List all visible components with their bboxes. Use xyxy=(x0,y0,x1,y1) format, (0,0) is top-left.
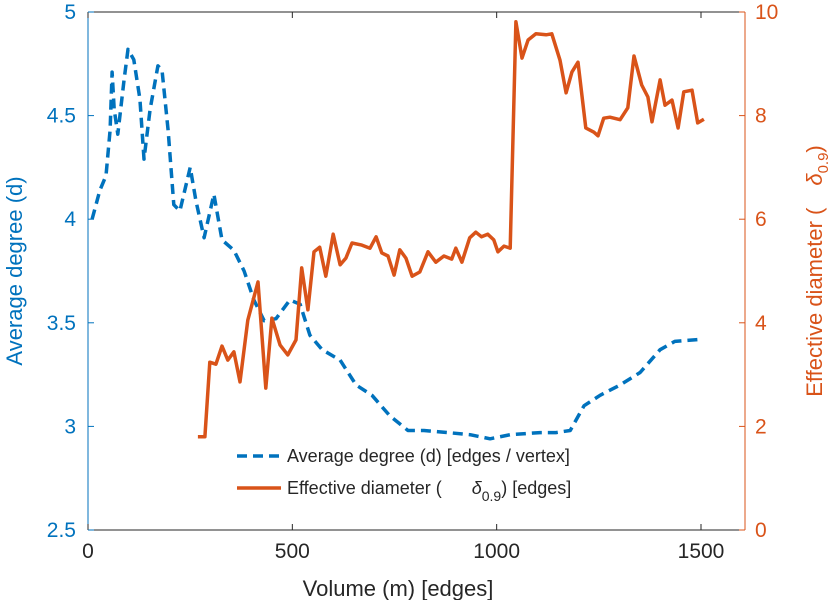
y-label-right-sub: 0.9 xyxy=(815,153,832,174)
y-label-right-suffix: ) xyxy=(802,145,827,152)
legend-eff-suffix: ) [edges] xyxy=(501,478,571,498)
legend-eff-symbol: δ xyxy=(472,478,483,498)
x-tick-label: 1000 xyxy=(473,540,520,563)
legend-label-eff-diameter: Effective diameter ( δ0.9) [edges] xyxy=(287,478,571,504)
y-axis-label-right: Effective diameter ( δ0.9) xyxy=(802,145,832,397)
y-tick-label-right: 10 xyxy=(755,1,778,24)
y-tick-label-right: 6 xyxy=(755,208,767,231)
y-tick-label-left: 5 xyxy=(64,1,76,24)
x-tick-label: 500 xyxy=(275,540,310,563)
x-tick-label: 0 xyxy=(82,540,94,563)
y-tick-label-left: 2.5 xyxy=(47,519,76,542)
series-line-avg-degree xyxy=(90,47,700,441)
plot-frame xyxy=(87,11,746,531)
y-tick-label-left: 3 xyxy=(64,415,76,438)
y-tick-label-right: 4 xyxy=(755,312,767,335)
legend-label-avg-degree: Average degree (d) [edges / vertex] xyxy=(287,446,570,466)
ticks-layer: 0 500 1000 1500 2.5 3 3.5 4 4.5 5 0 2 4 6 8 10 xyxy=(47,1,779,563)
y-tick-label-right: 0 xyxy=(755,519,767,542)
series-line-eff-diameter xyxy=(197,20,705,439)
y-label-right-symbol: δ xyxy=(802,173,827,186)
x-axis-label: Volume (m) [edges] xyxy=(303,576,494,600)
y-tick-label-left: 3.5 xyxy=(47,312,76,335)
y-label-right-prefix: Effective diameter ( xyxy=(802,207,827,397)
y-tick-label-left: 4 xyxy=(64,208,76,231)
y-tick-label-left: 4.5 xyxy=(47,105,76,128)
legend-eff-sub: 0.9 xyxy=(482,488,502,504)
legend-eff-prefix: Effective diameter ( xyxy=(287,478,442,498)
y-tick-label-right: 2 xyxy=(755,415,767,438)
series-layer xyxy=(90,20,705,441)
x-tick-label: 1500 xyxy=(678,540,725,563)
y-tick-label-right: 8 xyxy=(755,105,767,128)
legend: Average degree (d) [edges / vertex] Effe… xyxy=(237,446,571,504)
y-axis-label-left: Average degree (d) xyxy=(2,176,27,365)
